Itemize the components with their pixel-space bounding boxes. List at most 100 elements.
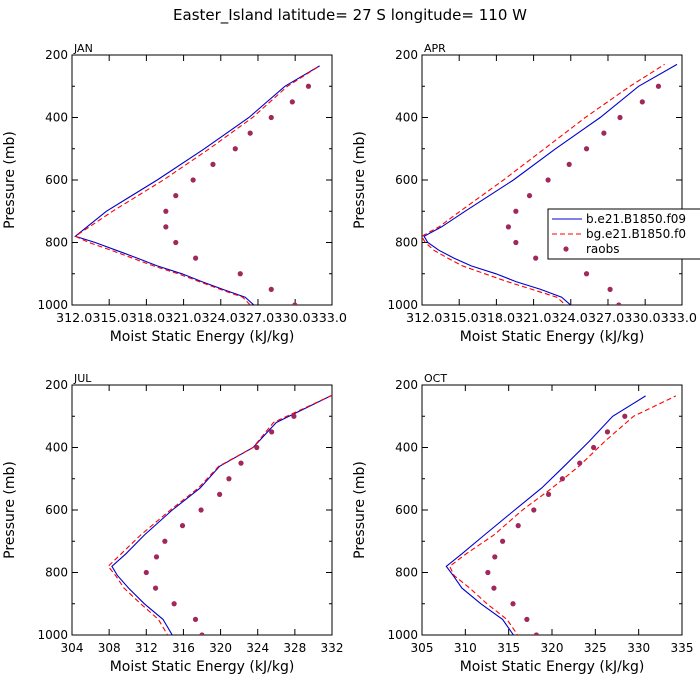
x-tick-label: 324 <box>246 641 269 655</box>
raobs-point <box>639 99 645 105</box>
plot-series <box>107 394 332 635</box>
raobs-point <box>198 507 204 513</box>
series-bg-e21-line <box>107 394 332 635</box>
raobs-point <box>210 161 216 167</box>
series-b-e21-line <box>74 65 320 305</box>
y-tick-label: 400 <box>395 111 418 125</box>
raobs-point <box>289 99 295 105</box>
raobs-point <box>173 193 179 199</box>
raobs-point <box>526 193 533 199</box>
legend-entry: b.e21.B1850.f09 <box>586 212 686 226</box>
legend-entry: raobs <box>586 242 620 256</box>
raobs-point <box>268 286 274 292</box>
raobs-point <box>601 130 607 136</box>
x-tick-label: 330 <box>627 641 650 655</box>
raobs-point <box>533 632 539 635</box>
x-tick-label: 328 <box>283 641 306 655</box>
raobs-point <box>153 554 160 560</box>
y-axis-label: Pressure (mb) <box>352 131 368 229</box>
y-tick-label: 800 <box>45 236 68 250</box>
raobs-point <box>192 616 199 622</box>
raobs-point <box>531 507 537 513</box>
y-tick-label: 1000 <box>37 628 68 642</box>
raobs-point <box>655 83 662 89</box>
y-tick-label: 200 <box>395 48 418 62</box>
x-tick-label: 316 <box>172 641 195 655</box>
raobs-point <box>268 114 274 121</box>
y-tick-label: 1000 <box>37 298 68 312</box>
plot-frame <box>421 54 683 306</box>
x-tick-label: 305 <box>411 641 434 655</box>
raobs-point <box>545 491 552 497</box>
y-tick-label: 200 <box>45 48 68 62</box>
raobs-point <box>291 413 297 419</box>
raobs-point <box>491 585 497 591</box>
raobs-point <box>163 224 169 230</box>
raobs-point <box>237 271 243 277</box>
raobs-point <box>583 146 590 152</box>
y-tick-label: 800 <box>395 566 418 580</box>
y-tick-label: 400 <box>395 441 418 455</box>
plot-frame <box>421 384 683 636</box>
y-axis-label: Pressure (mb) <box>2 461 18 559</box>
raobs-point <box>305 83 312 89</box>
raobs-point <box>217 491 223 497</box>
raobs-point <box>510 601 516 607</box>
plot-series <box>422 63 678 305</box>
raobs-point <box>193 255 199 261</box>
panel-label: APR <box>424 42 446 55</box>
x-axis-label: Moist Static Energy (kJ/kg) <box>460 659 645 675</box>
y-tick-label: 800 <box>45 566 68 580</box>
raobs-point <box>524 616 530 622</box>
legend-entry: bg.e21.B1850.f0 <box>586 227 686 241</box>
y-tick-label: 1000 <box>387 628 418 642</box>
panel-label: JAN <box>73 42 93 55</box>
raobs-point <box>515 523 521 529</box>
raobs-point <box>171 601 177 607</box>
raobs-point <box>247 130 253 136</box>
panel-label: OCT <box>424 372 447 385</box>
raobs-point <box>591 444 597 451</box>
raobs-point <box>533 255 539 261</box>
x-tick-label: 320 <box>209 641 232 655</box>
raobs-point <box>492 554 498 560</box>
x-tick-label: 304 <box>61 641 84 655</box>
x-tick-label: 315 <box>497 641 520 655</box>
x-tick-label: 325 <box>584 641 607 655</box>
raobs-point <box>179 523 186 529</box>
legend-marker <box>563 246 569 252</box>
x-tick-label: 312 <box>135 641 158 655</box>
series-b-e21-line <box>423 63 678 305</box>
x-axis-label: Moist Static Energy (kJ/kg) <box>460 329 645 345</box>
raobs-point <box>292 302 298 305</box>
series-bg-e21-line <box>422 63 665 305</box>
raobs-point <box>566 161 572 167</box>
raobs-point <box>513 239 519 246</box>
series-b-e21-line <box>445 395 646 635</box>
y-axis-label: Pressure (mb) <box>352 461 368 559</box>
panel-apr: APR 200 400 600 800 1000312.0315.0318.0321.03… <box>352 42 700 345</box>
raobs-point <box>190 177 196 183</box>
raobs-point <box>545 177 551 183</box>
x-tick-labels: 312.0315.0318.0321.0324.0327.0330.0333.0 <box>56 311 347 325</box>
x-tick-label: 320 <box>541 641 564 655</box>
y-tick-label: 200 <box>395 378 418 392</box>
raobs-point <box>617 114 623 121</box>
y-tick-label: 600 <box>395 173 418 187</box>
raobs-point <box>583 271 590 277</box>
series-bg-e21-line <box>74 65 320 305</box>
raobs-point <box>152 585 159 591</box>
series-bg-e21-line <box>449 395 677 635</box>
raobs-point <box>513 208 519 214</box>
x-tick-label: 335 <box>671 641 694 655</box>
y-tick-label: 400 <box>45 111 68 125</box>
y-tick-label: 1000 <box>387 298 418 312</box>
raobs-point <box>238 460 244 466</box>
raobs-point <box>607 286 613 292</box>
raobs-point <box>269 429 275 435</box>
plot-series <box>445 395 677 635</box>
y-tick-label: 600 <box>45 173 68 187</box>
